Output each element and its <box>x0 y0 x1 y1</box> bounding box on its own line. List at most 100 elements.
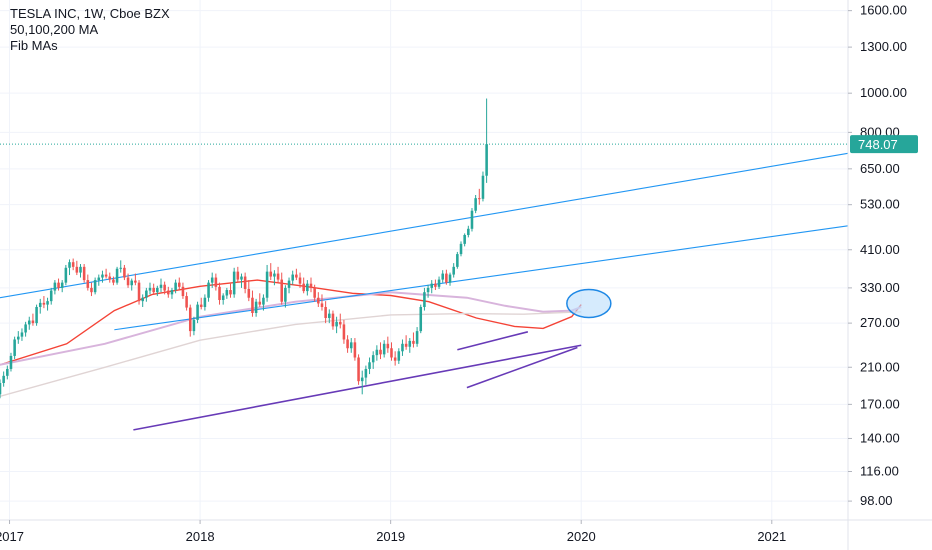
candle-up <box>349 342 353 349</box>
price-tag-bg <box>850 135 918 154</box>
candle-down <box>295 274 298 278</box>
grid-lines <box>0 0 848 520</box>
candle-down <box>342 324 346 340</box>
candle-down <box>104 274 108 277</box>
candle-down <box>82 266 86 281</box>
candle-up <box>448 274 452 283</box>
candle-up <box>408 340 412 347</box>
highlight-ellipse <box>566 288 612 319</box>
candle-up <box>221 295 225 300</box>
candle-down <box>298 277 302 284</box>
candle-up <box>335 321 338 327</box>
candle-down <box>269 271 273 277</box>
candle-up <box>2 375 5 383</box>
candle-up <box>240 276 243 280</box>
ma-200-line <box>0 311 582 397</box>
symbol-label[interactable]: TESLA INC, 1W, Cboe BZX <box>10 6 170 21</box>
candle-up <box>368 362 371 369</box>
candle-down <box>123 267 126 278</box>
candle-up <box>141 297 144 302</box>
candle-down <box>357 357 360 382</box>
candle-up <box>174 282 177 291</box>
candle-up <box>415 331 419 344</box>
candle-down <box>108 276 112 280</box>
price-tick-label: 98.00 <box>860 493 893 508</box>
candle-down <box>331 313 335 327</box>
candle-down <box>386 343 390 349</box>
candle-down <box>390 348 393 358</box>
upper-channel-line <box>0 152 849 299</box>
candle-up <box>225 290 229 296</box>
moving-averages <box>0 279 582 397</box>
candle-down <box>42 302 46 305</box>
candle-up <box>38 302 42 307</box>
candle-up <box>481 175 485 199</box>
candle-down <box>199 304 203 307</box>
candle-up <box>101 274 104 278</box>
candle-up <box>306 283 309 292</box>
candle-up <box>35 306 38 324</box>
candle-up <box>49 290 53 302</box>
candle-up <box>430 283 434 288</box>
candle-down <box>434 283 437 287</box>
candle-down <box>280 279 284 302</box>
price-tick-label: 116.00 <box>860 463 899 478</box>
candle-up <box>284 287 287 302</box>
candle-down <box>412 340 415 344</box>
candle-up <box>79 266 82 273</box>
candle-up <box>401 343 404 352</box>
candle-down <box>126 277 130 286</box>
candle-down <box>71 262 75 267</box>
triangle-top-line <box>457 331 529 351</box>
trend-lines <box>0 152 849 431</box>
candle-up <box>97 277 101 281</box>
candle-up <box>13 339 16 356</box>
candle-up <box>68 262 71 268</box>
candle-up <box>328 313 331 318</box>
candle-up <box>459 243 463 255</box>
candlesticks <box>0 98 488 399</box>
candle-up <box>452 266 455 275</box>
candle-up <box>287 280 291 288</box>
candle-down <box>258 301 262 305</box>
fib-indicator-label[interactable]: Fib MAs <box>10 38 58 53</box>
candle-up <box>20 332 24 337</box>
candle-up <box>207 282 210 298</box>
triangle-bottom-line <box>466 346 578 389</box>
candle-up <box>0 382 2 395</box>
candle-down <box>185 296 188 308</box>
candle-down <box>393 357 397 361</box>
candle-down <box>214 277 218 287</box>
ma-indicator-label[interactable]: 50,100,200 MA <box>10 22 99 37</box>
candle-up <box>60 282 64 288</box>
candle-down <box>112 279 115 283</box>
candle-down <box>251 297 254 314</box>
candle-down <box>247 288 251 298</box>
candle-up <box>17 336 20 340</box>
candle-up <box>196 304 199 320</box>
candle-up <box>203 297 207 307</box>
candle-up <box>360 377 364 382</box>
time-axis[interactable]: 2017 2018 2019 2020 2021 <box>0 520 786 544</box>
candle-down <box>188 307 192 332</box>
candle-up <box>419 306 423 332</box>
candle-up <box>24 324 27 333</box>
time-tick-label: 2021 <box>757 529 786 544</box>
candle-down <box>353 342 357 358</box>
candle-down <box>313 287 316 298</box>
candle-up <box>364 368 368 378</box>
candle-down <box>134 280 137 283</box>
candle-down <box>75 266 79 273</box>
candle-up <box>441 273 444 280</box>
candle-up <box>262 297 265 305</box>
candle-up <box>291 274 294 281</box>
candle-up <box>371 355 375 363</box>
candle-up <box>397 351 401 361</box>
price-axis[interactable]: 1600.001300.001000.00800.00650.00530.004… <box>848 3 907 508</box>
price-tick-label: 170.00 <box>860 396 900 411</box>
candle-down <box>346 339 349 349</box>
time-tick-label: 2020 <box>567 529 596 544</box>
ma-100-line <box>0 291 582 366</box>
candle-down <box>90 287 93 293</box>
